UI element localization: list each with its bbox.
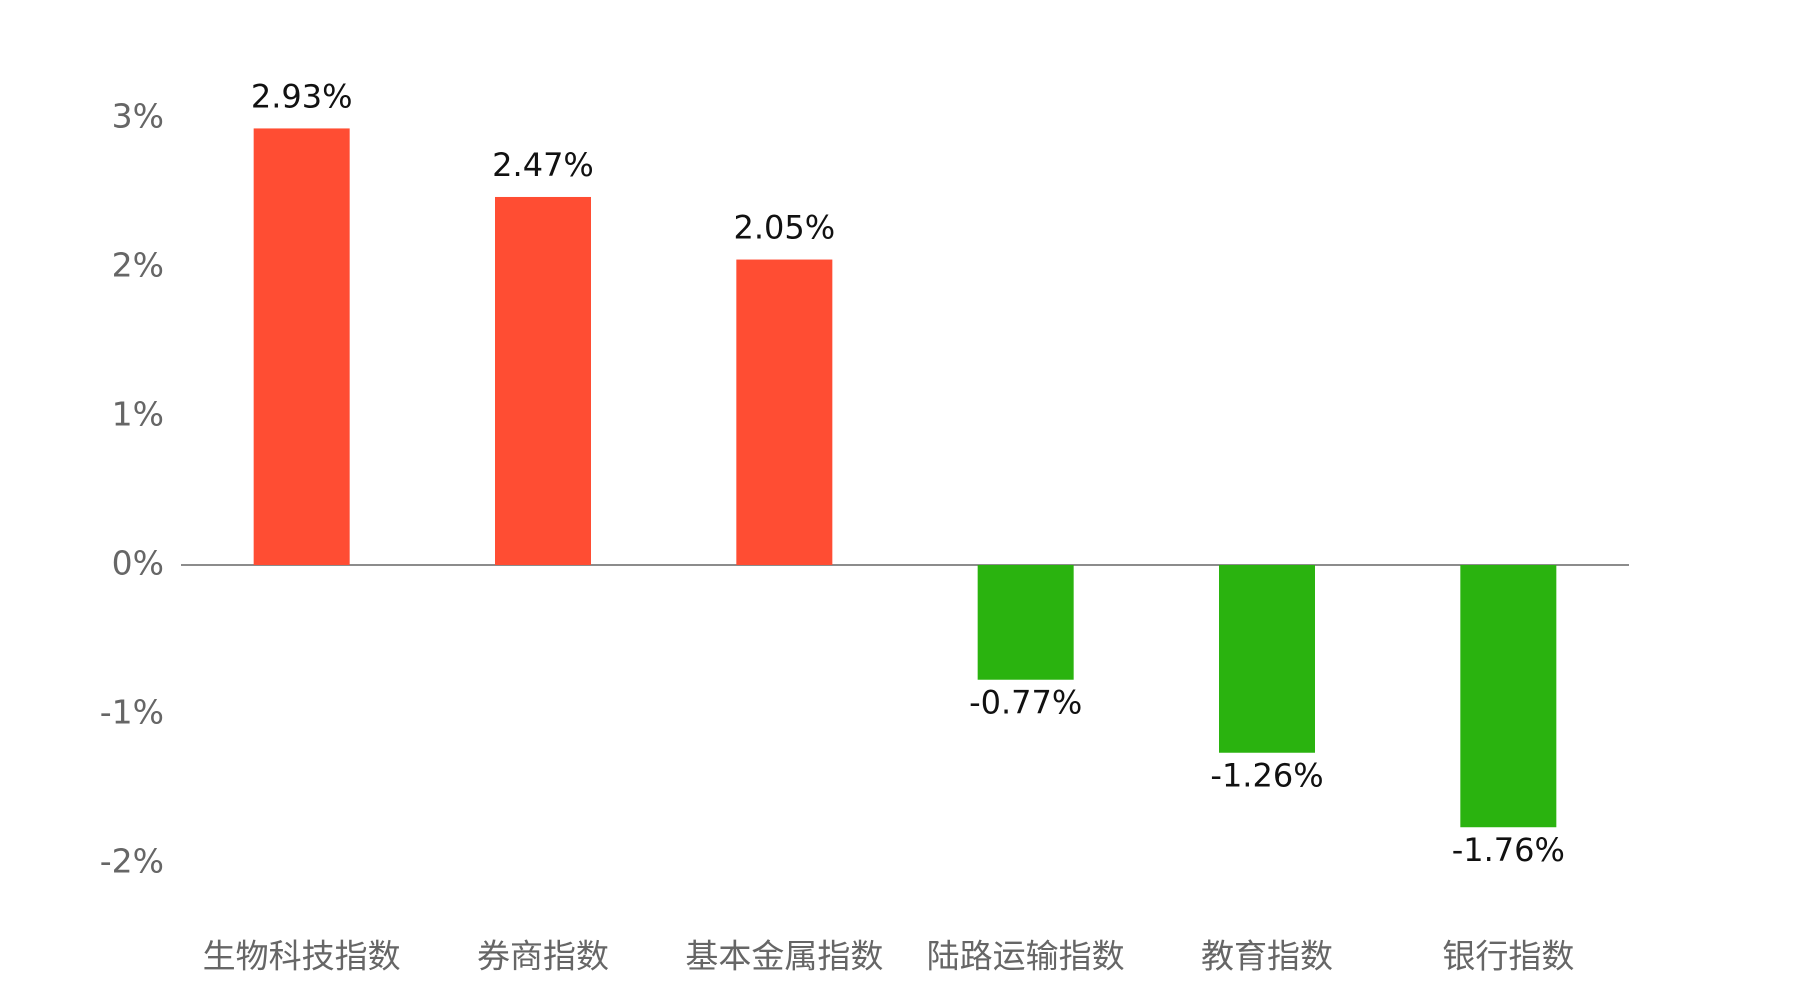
x-tick-label: 教育指数 bbox=[1201, 937, 1333, 976]
x-tick-label: 基本金属指数 bbox=[685, 937, 883, 976]
value-label: 2.05% bbox=[734, 209, 836, 247]
value-label: 2.93% bbox=[251, 77, 353, 115]
bar bbox=[977, 565, 1074, 680]
value-label: -0.77% bbox=[969, 684, 1082, 722]
y-tick-label: 1% bbox=[112, 395, 164, 434]
x-tick-label: 券商指数 bbox=[477, 937, 609, 976]
y-tick-label: -2% bbox=[100, 842, 164, 881]
y-tick-label: 0% bbox=[112, 544, 164, 583]
bar bbox=[1460, 565, 1557, 828]
y-tick-label: 2% bbox=[112, 246, 164, 285]
bar bbox=[736, 259, 833, 565]
y-tick-label: 3% bbox=[112, 97, 164, 136]
value-label: -1.26% bbox=[1210, 757, 1323, 795]
bar bbox=[495, 196, 591, 565]
bar bbox=[1219, 565, 1315, 753]
y-tick-label: -1% bbox=[100, 693, 164, 732]
x-tick-label: 银行指数 bbox=[1442, 937, 1574, 976]
value-label: 2.47% bbox=[492, 146, 594, 184]
value-label: -1.76% bbox=[1452, 831, 1565, 869]
x-tick-label: 生物科技指数 bbox=[203, 937, 401, 976]
bar bbox=[253, 128, 350, 565]
x-tick-label: 陆路运输指数 bbox=[927, 937, 1125, 976]
